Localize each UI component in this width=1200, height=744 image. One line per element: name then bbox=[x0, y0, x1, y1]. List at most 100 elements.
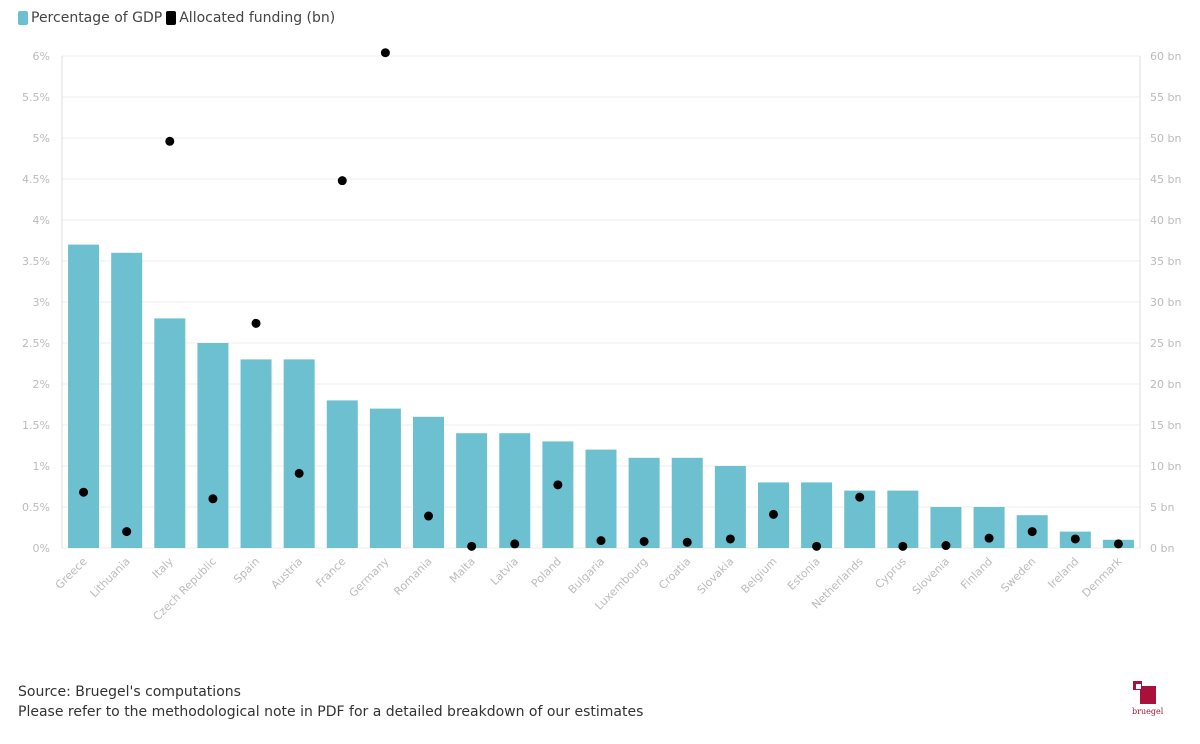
x-tick-label: Bulgaria bbox=[566, 555, 607, 596]
bar-slovakia bbox=[714, 466, 746, 548]
bar-malta bbox=[456, 433, 488, 548]
dot-denmark bbox=[1113, 539, 1123, 549]
dot-cyprus bbox=[898, 541, 908, 551]
y-right-tick-label: 35 bn bbox=[1150, 255, 1181, 268]
y-right-tick-label: 5 bn bbox=[1150, 501, 1174, 514]
dot-france bbox=[337, 176, 347, 186]
dot-belgium bbox=[768, 509, 778, 519]
logo-icon: bruegel bbox=[1132, 681, 1164, 716]
x-tick-label: Latvia bbox=[488, 555, 521, 588]
dot-luxembourg bbox=[639, 536, 649, 546]
legend: Percentage of GDP Allocated funding (bn) bbox=[18, 10, 335, 26]
legend-swatch-funding[interactable] bbox=[166, 11, 177, 25]
dot-poland bbox=[553, 480, 563, 490]
y-left-tick-label: 4% bbox=[33, 214, 50, 227]
methodology-note: Please refer to the methodological note … bbox=[18, 704, 644, 720]
bar-romania bbox=[413, 416, 445, 548]
dot-austria bbox=[294, 468, 304, 478]
svg-text:bruegel: bruegel bbox=[1132, 707, 1164, 716]
y-left-tick-label: 2.5% bbox=[22, 337, 50, 350]
x-tick-label: Germany bbox=[347, 555, 392, 600]
bar-cyprus bbox=[887, 490, 919, 548]
x-tick-label: Greece bbox=[53, 555, 90, 592]
y-left-tick-label: 5.5% bbox=[22, 91, 50, 104]
dot-ireland bbox=[1070, 534, 1080, 544]
x-tick-label: Denmark bbox=[1080, 554, 1125, 599]
bar-luxembourg bbox=[628, 457, 660, 548]
dot-germany bbox=[380, 48, 390, 58]
x-tick-label: Croatia bbox=[656, 555, 693, 592]
dot-bulgaria bbox=[596, 536, 606, 546]
bar-poland bbox=[542, 441, 574, 548]
y-right-tick-label: 30 bn bbox=[1150, 296, 1181, 309]
dot-czech-republic bbox=[208, 494, 218, 504]
x-tick-label: Sweden bbox=[998, 555, 1038, 595]
y-right-tick-label: 60 bn bbox=[1150, 50, 1181, 63]
x-tick-label: Cyprus bbox=[873, 555, 910, 592]
x-tick-label: Slovakia bbox=[695, 555, 737, 597]
dot-greece bbox=[79, 487, 89, 497]
y-right-tick-label: 55 bn bbox=[1150, 91, 1181, 104]
source-note: Source: Bruegel's computations Please re… bbox=[18, 682, 643, 722]
bar-croatia bbox=[671, 457, 703, 548]
y-left-tick-label: 4.5% bbox=[22, 173, 50, 186]
y-right-tick-label: 50 bn bbox=[1150, 132, 1181, 145]
x-tick-label: Spain bbox=[231, 555, 262, 586]
dot-spain bbox=[251, 318, 261, 328]
y-left-tick-label: 0.5% bbox=[22, 501, 50, 514]
y-left-tick-label: 3% bbox=[33, 296, 50, 309]
bar-lithuania bbox=[111, 252, 143, 549]
bar-italy bbox=[154, 318, 186, 548]
dot-latvia bbox=[510, 539, 520, 549]
legend-label-gdp[interactable]: Percentage of GDP bbox=[31, 10, 163, 26]
x-tick-label: France bbox=[313, 555, 348, 590]
y-right-tick-label: 25 bn bbox=[1150, 337, 1181, 350]
bar-latvia bbox=[499, 433, 531, 548]
bar-france bbox=[326, 400, 358, 548]
x-tick-label: Poland bbox=[529, 555, 564, 590]
dot-lithuania bbox=[122, 527, 132, 537]
y-left-tick-label: 2% bbox=[33, 378, 50, 391]
dot-malta bbox=[467, 541, 477, 551]
y-right-tick-label: 40 bn bbox=[1150, 214, 1181, 227]
x-tick-label: Lithuania bbox=[88, 555, 133, 600]
dot-slovakia bbox=[725, 534, 735, 544]
y-right-tick-label: 15 bn bbox=[1150, 419, 1181, 432]
x-tick-label: Finland bbox=[958, 555, 995, 592]
dot-estonia bbox=[812, 541, 822, 551]
dot-italy bbox=[165, 136, 175, 146]
y-left-tick-label: 5% bbox=[33, 132, 50, 145]
dot-romania bbox=[424, 511, 434, 521]
x-tick-label: Romania bbox=[391, 555, 434, 598]
y-left-tick-label: 3.5% bbox=[22, 255, 50, 268]
x-tick-label: Ireland bbox=[1045, 555, 1081, 591]
y-right-tick-label: 10 bn bbox=[1150, 460, 1181, 473]
dot-slovenia bbox=[941, 541, 951, 551]
source-line: Source: Bruegel's computations bbox=[18, 684, 241, 700]
legend-label-funding[interactable]: Allocated funding (bn) bbox=[179, 10, 336, 26]
dot-croatia bbox=[682, 537, 692, 547]
x-tick-label: Estonia bbox=[785, 555, 823, 593]
legend-swatch-gdp[interactable] bbox=[18, 11, 28, 25]
bar-austria bbox=[283, 359, 315, 548]
bar-germany bbox=[369, 408, 401, 548]
dot-finland bbox=[984, 533, 994, 543]
bar-spain bbox=[240, 359, 272, 548]
y-left-tick-label: 6% bbox=[33, 50, 50, 63]
x-tick-label: Italy bbox=[150, 555, 176, 581]
bar-greece bbox=[68, 244, 100, 548]
y-left-tick-label: 1% bbox=[33, 460, 50, 473]
dot-sweden bbox=[1027, 527, 1037, 537]
dot-netherlands bbox=[855, 492, 865, 502]
y-right-tick-label: 0 bn bbox=[1150, 542, 1174, 555]
bruegel-logo: bruegel bbox=[1128, 680, 1168, 720]
y-left-tick-label: 0% bbox=[33, 542, 50, 555]
bar-bulgaria bbox=[585, 449, 617, 548]
y-right-tick-label: 45 bn bbox=[1150, 173, 1181, 186]
x-tick-label: Malta bbox=[447, 555, 478, 586]
x-tick-label: Austria bbox=[269, 555, 306, 592]
x-tick-label: Slovenia bbox=[910, 555, 952, 597]
x-tick-label: Belgium bbox=[739, 555, 780, 596]
bar-estonia bbox=[801, 482, 833, 548]
